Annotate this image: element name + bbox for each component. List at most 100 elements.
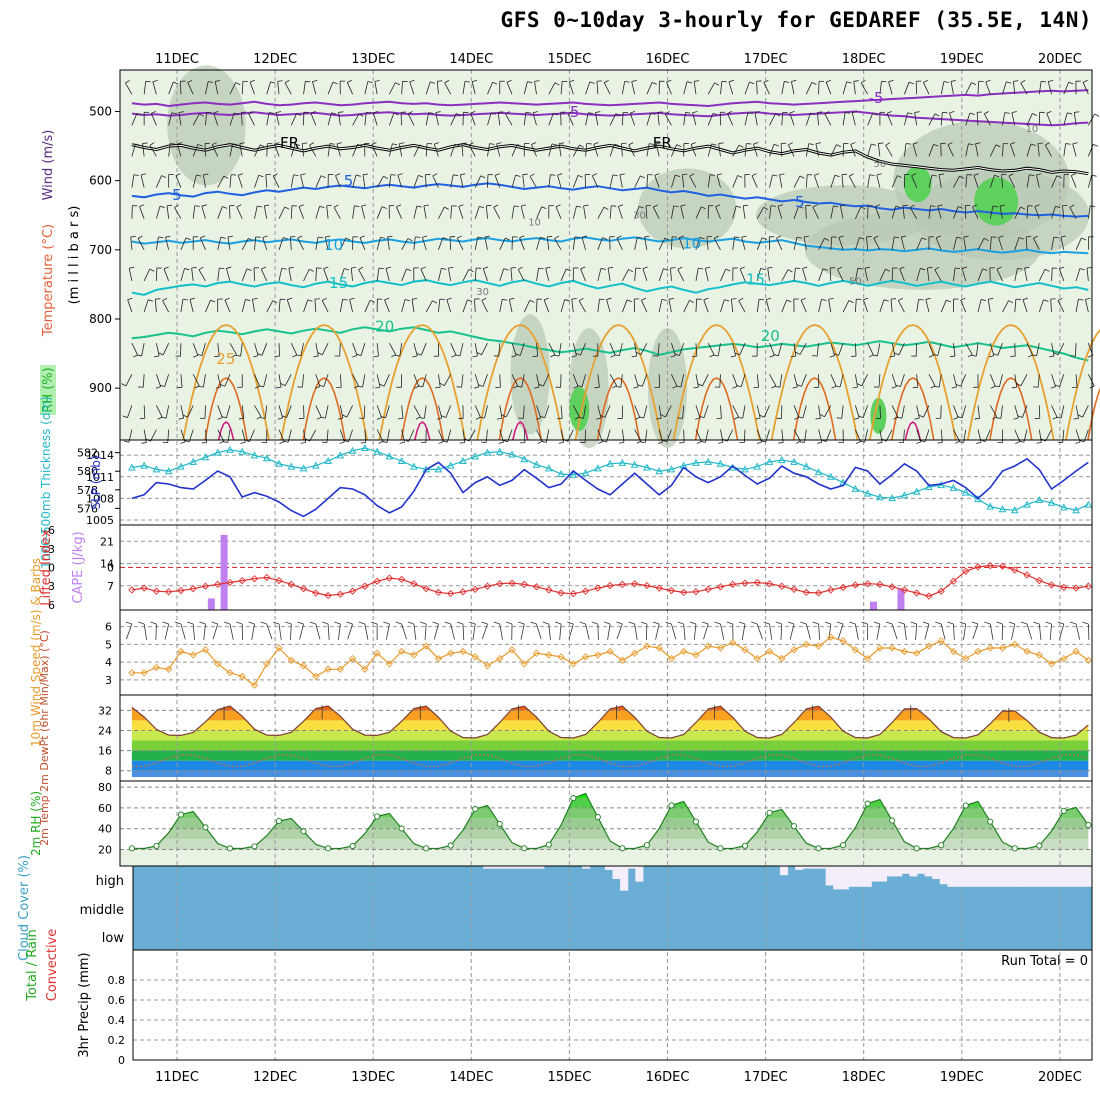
wind10m-barb [462,623,465,640]
thickness-point [716,459,725,467]
wind-barb [695,405,701,418]
wind10m-speed-point [888,644,896,652]
high-cloud-gap [977,866,986,887]
wind10m-barb-flag [199,621,206,625]
wind10m-barb [915,623,918,640]
wind-barb-flag [676,385,682,388]
wind-barb-flag [1034,204,1040,207]
high-cloud-gap [878,866,887,882]
wind-barb-flag [1031,354,1037,357]
wind-barb-flag [686,81,692,84]
wind-barb [462,269,470,282]
wind-barb [450,205,453,219]
wind-barb [616,237,623,250]
wind-barb-flag [529,299,535,303]
wind-barb [333,207,341,219]
wind-barb-flag [1037,142,1043,144]
wind-barb [841,174,844,188]
ylabel-part: CAPE (J/kg) [71,531,86,603]
x-date-label-bottom: 19DEC [940,1070,984,1085]
ytick-label: 32 [98,704,112,717]
wind10m-barb-flag [775,621,782,625]
wind-barb [793,343,797,357]
wind10m-speed-point [949,647,958,656]
wind-barb [389,342,397,355]
wind-barb-flag [221,416,227,419]
high-cloud-gap [528,866,537,869]
wind-barb-flag [777,204,783,207]
wind10m-speed-point [140,669,148,677]
wind10m-barb-flag [935,621,942,625]
wind-barb-flag [283,440,289,443]
thickness-point [814,468,823,476]
wind-barb [303,269,310,282]
wind-barb-flag [298,204,304,207]
wind-barb-flag [149,142,155,146]
wind-barb [706,236,709,250]
wind-barb [805,143,810,157]
wind-barb [309,144,317,157]
wind-barb [829,267,832,281]
wind-barb [977,81,980,95]
thickness-point [790,457,798,465]
thickness-point [238,447,247,455]
wind-barb [511,205,515,219]
wind-barb [286,299,292,313]
wind-barb [854,374,859,388]
wind-barb-flag [619,173,625,176]
wind-barb-flag [1036,442,1042,444]
lifted-index-point [348,587,357,595]
thickness-point [606,459,614,467]
thickness-point [863,489,872,497]
wind-barb-flag [734,352,740,356]
wind-barb [1051,236,1055,250]
wind-barb-flag [1085,297,1091,300]
wind-barb-flag [196,174,202,177]
wind-barb [165,237,170,250]
wind10m-speed-point [704,642,712,650]
wind-barb-flag [810,112,816,115]
wind-barb-flag [1004,112,1010,114]
wind-barb-flag [927,267,933,269]
wind-barb-flag [194,205,200,207]
wind-barb [695,343,698,357]
wind-barb [474,343,478,357]
isotherm-35-arc [217,420,235,441]
thickness-point [275,459,283,467]
wind-barb [671,205,675,219]
wind10m-speed-point [324,665,332,673]
wind-barb [249,81,255,95]
wind10m-speed-point [741,646,749,654]
wind-barb [275,112,280,126]
wind10m-barb-flag [787,621,795,625]
wind-barb [474,299,476,313]
wind-barb [703,405,709,418]
wind-barb [168,112,173,126]
wind10m-speed-point [716,644,725,652]
wind10m-barb-flag [1008,621,1015,625]
wind10m-barb [655,623,660,640]
wind-barb-flag [955,383,961,387]
wind-barb [352,374,359,387]
wind-barb-flag [914,111,920,113]
wind10m-barb-flag [395,621,402,625]
wind-barb [388,143,393,157]
wind-barb-flag [995,417,1001,419]
wind-barb-flag [498,441,504,444]
upper-air-ylabel: RH (%)Temperature (°C)Wind (m/s) [40,130,56,415]
wind-barb [544,405,550,418]
wind10m-barb [212,623,219,640]
cape-bar [870,601,878,610]
wind-barb [987,299,991,313]
wind-barb [654,175,660,188]
wind-barb [438,374,441,388]
wind10m-barb [818,623,821,640]
rh2m-point [1060,807,1067,814]
wind10m-barb [585,623,590,640]
wind-barb [481,342,488,355]
ytick-label: 24 [98,724,112,737]
wind-barb-flag [441,267,447,270]
wind-barb-flag [859,237,865,240]
wind-barb-flag [628,142,634,146]
wind-barb-flag [1020,206,1026,210]
